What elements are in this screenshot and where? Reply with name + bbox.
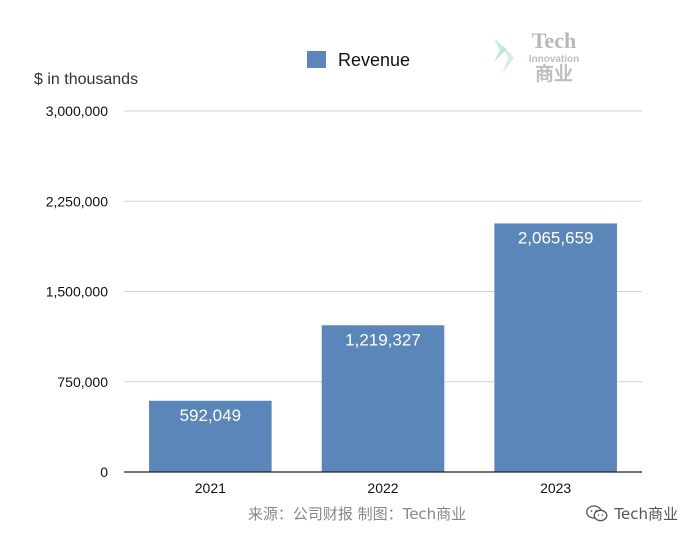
bars: 592,049 1,219,327 2,065,659 (149, 223, 617, 472)
x-axis-ticks: 2021 2022 2023 (195, 480, 572, 496)
tech-innovation-logo: Tech Innovation 商业 (494, 30, 580, 85)
legend-swatch-revenue (307, 51, 326, 68)
y-tick-label: 0 (100, 464, 108, 480)
x-tick-label: 2022 (367, 480, 398, 496)
y-axis-unit-label: $ in thousands (34, 71, 138, 88)
legend-label-revenue: Revenue (338, 50, 410, 70)
source-caption: 来源：公司财报 制图：Tech商业 (247, 505, 467, 523)
legend: Revenue (307, 50, 410, 70)
logo-text-innovation: Innovation (529, 54, 580, 65)
logo-text-shangye: 商业 (535, 62, 573, 85)
data-label: 2,065,659 (518, 228, 594, 247)
bar-2021 (149, 400, 272, 472)
data-label: 1,219,327 (345, 330, 421, 349)
bar-2022 (321, 325, 445, 472)
revenue-bar-chart: $ in thousands 0 750,000 1,500,000 2,250,00… (34, 50, 642, 496)
x-tick-label: 2021 (195, 480, 226, 496)
wechat-icon (586, 505, 608, 522)
y-tick-label: 2,250,000 (46, 193, 108, 209)
wechat-watermark: Tech商业 (586, 503, 678, 524)
y-tick-label: 1,500,000 (46, 284, 108, 300)
data-label: 592,049 (180, 406, 241, 425)
x-tick-label: 2023 (540, 480, 571, 496)
y-tick-label: 3,000,000 (46, 103, 108, 119)
y-axis-ticks: 0 750,000 1,500,000 2,250,000 3,000,000 (46, 103, 109, 480)
bar-2023 (494, 223, 617, 472)
watermark-text: Tech商业 (614, 505, 678, 523)
logo-text-tech: Tech (532, 30, 576, 53)
y-tick-label: 750,000 (57, 374, 108, 390)
